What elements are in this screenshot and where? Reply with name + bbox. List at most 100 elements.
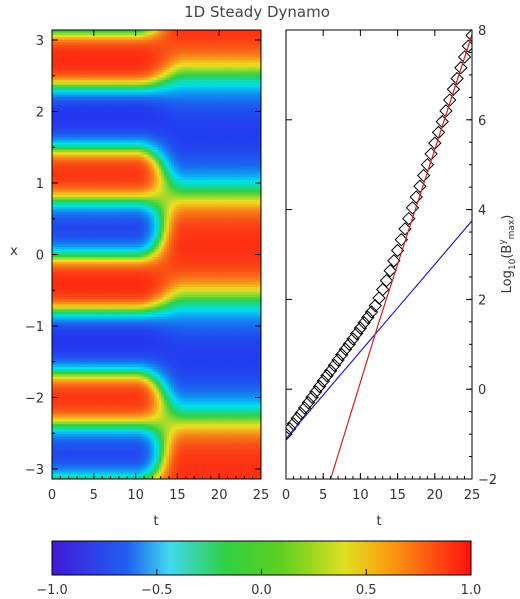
heatmap-cell [104, 52, 108, 56]
heatmap-cell [84, 87, 88, 91]
heatmap-cell [66, 104, 71, 108]
heatmap-cell [99, 351, 103, 355]
heatmap-cell [54, 184, 58, 188]
heatmap-cell [109, 32, 113, 36]
heatmap-cell [71, 316, 75, 320]
heatmap-cell [104, 394, 108, 398]
heatmap-cell [81, 309, 85, 313]
heatmap-cell [84, 279, 88, 283]
heatmap-cell [76, 64, 80, 69]
heatmap-cell [109, 87, 113, 91]
heatmap-cell [71, 167, 75, 171]
heatmap-cell [109, 207, 113, 211]
heatmap-cell [79, 87, 83, 91]
heatmap-cell [79, 137, 83, 141]
heatmap-cell [56, 281, 61, 286]
heatmap-cell [116, 446, 120, 450]
heatmap-cell [64, 82, 68, 86]
heatmap-cell [64, 354, 68, 358]
heatmap-cell [64, 464, 68, 468]
heatmap-cell [89, 97, 93, 101]
heatmap-cell [56, 429, 61, 433]
heatmap-cell [96, 449, 100, 453]
heatmap-cell [84, 354, 88, 358]
heatmap-cell [89, 329, 93, 333]
heatmap-cell [52, 242, 56, 246]
heatmap-cell [64, 194, 68, 198]
heatmap-cell [61, 284, 66, 288]
heatmap-cell [74, 74, 78, 78]
heatmap-cell [54, 32, 58, 36]
heatmap-cell [114, 309, 118, 313]
heatmap-cell [109, 167, 113, 171]
heatmap-cell [61, 79, 66, 83]
heatmap-cell [101, 229, 105, 233]
heatmap-cell [99, 222, 103, 226]
heatmap-cell [79, 132, 83, 136]
heatmap-cell [69, 331, 73, 335]
heatmap-cell [76, 247, 80, 251]
heatmap-cell [89, 59, 93, 64]
heatmap-cell [116, 349, 120, 353]
heatmap-cell [71, 466, 75, 470]
heatmap-cell [96, 112, 100, 116]
heatmap-cell [104, 97, 108, 101]
heatmap-cell [66, 466, 71, 470]
heatmap-cell [64, 441, 68, 445]
heatmap-cell [74, 167, 78, 171]
heatmap-cell [114, 259, 118, 263]
heatmap-cell [99, 391, 103, 395]
heatmap-cell [61, 266, 66, 271]
heatmap-cell [111, 461, 115, 465]
heatmap-cell [84, 389, 88, 393]
heatmap-cell [59, 271, 63, 276]
heatmap-cell [59, 411, 63, 415]
heatmap-cell [119, 92, 123, 96]
heatmap-cell [101, 242, 105, 246]
heatmap-cell [61, 421, 66, 425]
heatmap-cell [79, 426, 83, 430]
heatmap-cell [111, 434, 115, 438]
heatmap-cell [99, 32, 103, 36]
heatmap-cell [61, 222, 66, 226]
heatmap-cell [109, 411, 113, 415]
heatmap-cell [56, 37, 61, 41]
heatmap-cell [94, 137, 98, 141]
heatmap-cell [114, 426, 118, 430]
heatmap-cell [96, 354, 100, 358]
heatmap-cell [99, 172, 103, 176]
heatmap-cell [59, 249, 63, 253]
heatmap-cell [54, 227, 58, 231]
heatmap-cell [71, 351, 75, 355]
heatmap-cell [106, 217, 110, 221]
heatmap-cell [104, 119, 108, 123]
heatmap-cell [74, 252, 78, 256]
heatmap-cell [59, 371, 63, 375]
heatmap-cell [71, 42, 75, 46]
heatmap-cell [76, 169, 80, 173]
heatmap-cell [84, 469, 88, 473]
heatmap-cell [64, 207, 68, 211]
heatmap-cell [64, 366, 68, 370]
heatmap-cell [71, 431, 75, 435]
heatmap-cell [106, 411, 110, 415]
heatmap-cell [89, 189, 93, 193]
heatmap-cell [111, 311, 115, 315]
heatmap-cell [69, 229, 73, 233]
heatmap-cell [96, 466, 100, 470]
heatmap-cell [106, 464, 110, 468]
heatmap-cell [69, 99, 73, 103]
heatmap-cell [71, 204, 75, 208]
heatmap-cell [86, 274, 90, 278]
heatmap-cell [84, 259, 88, 263]
heatmap-cell [79, 164, 83, 168]
heatmap-cell [104, 64, 108, 69]
heatmap-cell [91, 289, 95, 293]
heatmap-cell [109, 232, 113, 236]
heatmap-cell [84, 371, 88, 375]
heatmap-cell [81, 354, 85, 358]
heatmap-cell [79, 187, 83, 191]
heatmap-cell [109, 364, 113, 368]
heatmap-cell [61, 182, 66, 186]
heatmap-cell [116, 139, 120, 143]
